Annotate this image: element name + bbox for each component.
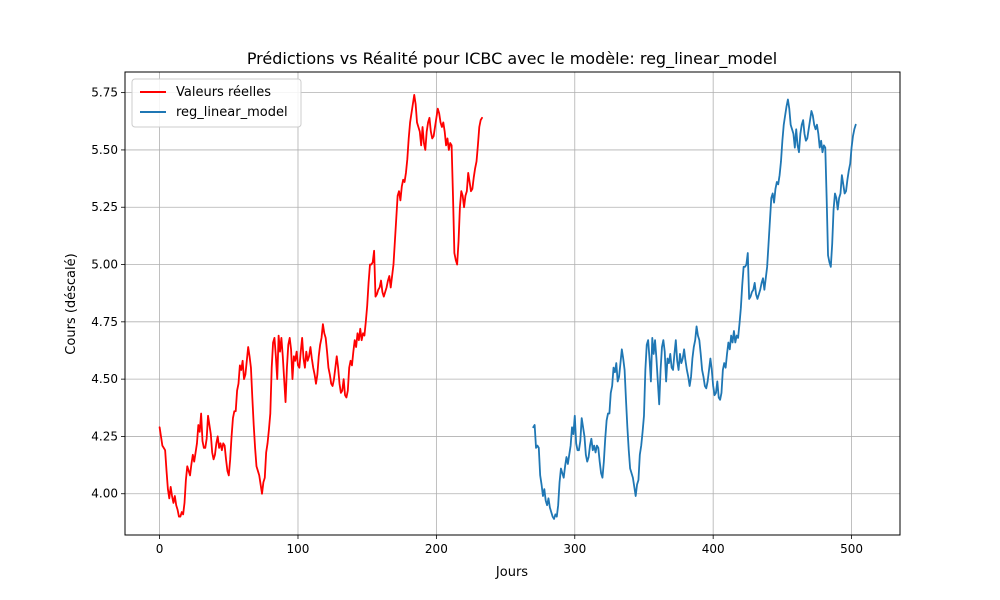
y-tick-label: 5.25: [91, 200, 118, 214]
y-tick-label: 4.25: [91, 429, 118, 443]
series-line-model: [532, 98, 857, 520]
x-tick-label: 200: [425, 542, 448, 556]
x-tick-label: 400: [702, 542, 725, 556]
legend-label-model: reg_linear_model: [176, 105, 288, 120]
y-tick-label: 5.00: [91, 258, 118, 272]
x-tick-label: 300: [563, 542, 586, 556]
legend-label-real: Valeurs réelles: [176, 85, 271, 100]
y-tick-label: 4.00: [91, 487, 118, 501]
y-tick-label: 5.75: [91, 86, 118, 100]
x-tick-label: 500: [840, 542, 863, 556]
y-axis-ticks: 4.00 4.25 4.50 4.75 5.00 5.25 5.50 5.75: [91, 86, 125, 501]
series-line-real: [158, 94, 483, 518]
chart-title: Prédictions vs Réalité pour ICBC avec le…: [247, 49, 777, 69]
x-axis-label: Jours: [495, 565, 528, 580]
y-tick-label: 4.50: [91, 372, 118, 386]
plot-frame: [124, 71, 901, 536]
x-tick-label: 0: [156, 542, 164, 556]
legend: Valeurs réelles reg_linear_model: [131, 78, 302, 128]
y-tick-label: 5.50: [91, 143, 118, 157]
x-tick-label: 100: [287, 542, 310, 556]
x-axis-ticks: 0 100 200 300 400 500: [156, 535, 863, 556]
y-axis-label: Cours (déscalé): [64, 253, 79, 354]
y-tick-label: 4.75: [91, 315, 118, 329]
legend-box: [131, 78, 302, 128]
series-layer: [158, 94, 857, 520]
